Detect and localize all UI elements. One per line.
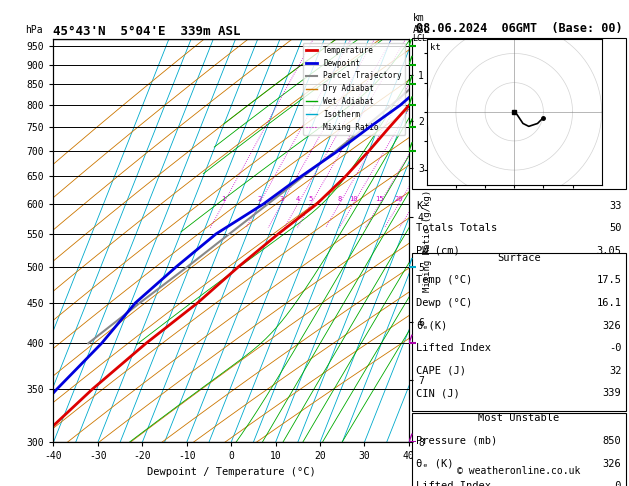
Text: 20: 20	[394, 196, 403, 202]
Text: Lifted Index: Lifted Index	[416, 481, 491, 486]
Text: 2: 2	[257, 196, 261, 202]
Text: Most Unstable: Most Unstable	[478, 414, 560, 423]
Text: PW (cm): PW (cm)	[416, 246, 460, 256]
Text: LCL: LCL	[413, 35, 427, 43]
Text: CIN (J): CIN (J)	[416, 388, 460, 399]
Text: 10: 10	[349, 196, 357, 202]
Text: 16.1: 16.1	[596, 298, 621, 308]
Text: θₑ (K): θₑ (K)	[416, 459, 454, 469]
Text: 45°43'N  5°04'E  339m ASL: 45°43'N 5°04'E 339m ASL	[53, 25, 241, 38]
Text: 50: 50	[609, 223, 621, 233]
Text: Mixing Ratio (g/kg): Mixing Ratio (g/kg)	[423, 190, 432, 292]
Bar	[412, 414, 626, 486]
Text: 339: 339	[603, 388, 621, 399]
Text: 25: 25	[409, 196, 418, 202]
Legend: Temperature, Dewpoint, Parcel Trajectory, Dry Adiabat, Wet Adiabat, Isotherm, Mi: Temperature, Dewpoint, Parcel Trajectory…	[303, 43, 405, 135]
Text: 850: 850	[603, 436, 621, 446]
Text: Surface: Surface	[497, 253, 541, 263]
Text: kt: kt	[430, 43, 441, 52]
Text: θₑ(K): θₑ(K)	[416, 321, 447, 330]
Text: hPa: hPa	[25, 25, 43, 35]
Text: km
ASL: km ASL	[413, 13, 430, 35]
Text: 3.05: 3.05	[596, 246, 621, 256]
Text: CAPE (J): CAPE (J)	[416, 366, 466, 376]
Text: © weatheronline.co.uk: © weatheronline.co.uk	[457, 467, 581, 476]
Text: K: K	[416, 201, 423, 210]
Text: Temp (°C): Temp (°C)	[416, 275, 472, 285]
Text: 33: 33	[609, 201, 621, 210]
Text: 08.06.2024  06GMT  (Base: 00): 08.06.2024 06GMT (Base: 00)	[416, 21, 622, 35]
Text: Pressure (mb): Pressure (mb)	[416, 436, 498, 446]
Bar	[412, 253, 626, 411]
Text: 15: 15	[376, 196, 384, 202]
Text: 3: 3	[279, 196, 284, 202]
Text: -0: -0	[609, 481, 621, 486]
Text: -0: -0	[609, 343, 621, 353]
Text: Totals Totals: Totals Totals	[416, 223, 498, 233]
Text: 5: 5	[309, 196, 313, 202]
Text: Dewp (°C): Dewp (°C)	[416, 298, 472, 308]
Text: 8: 8	[337, 196, 342, 202]
X-axis label: Dewpoint / Temperature (°C): Dewpoint / Temperature (°C)	[147, 467, 316, 477]
Text: 32: 32	[609, 366, 621, 376]
Text: 17.5: 17.5	[596, 275, 621, 285]
Text: 1: 1	[221, 196, 225, 202]
Text: Lifted Index: Lifted Index	[416, 343, 491, 353]
Text: 326: 326	[603, 321, 621, 330]
Text: 4: 4	[296, 196, 300, 202]
Text: 326: 326	[603, 459, 621, 469]
Bar	[412, 38, 626, 189]
